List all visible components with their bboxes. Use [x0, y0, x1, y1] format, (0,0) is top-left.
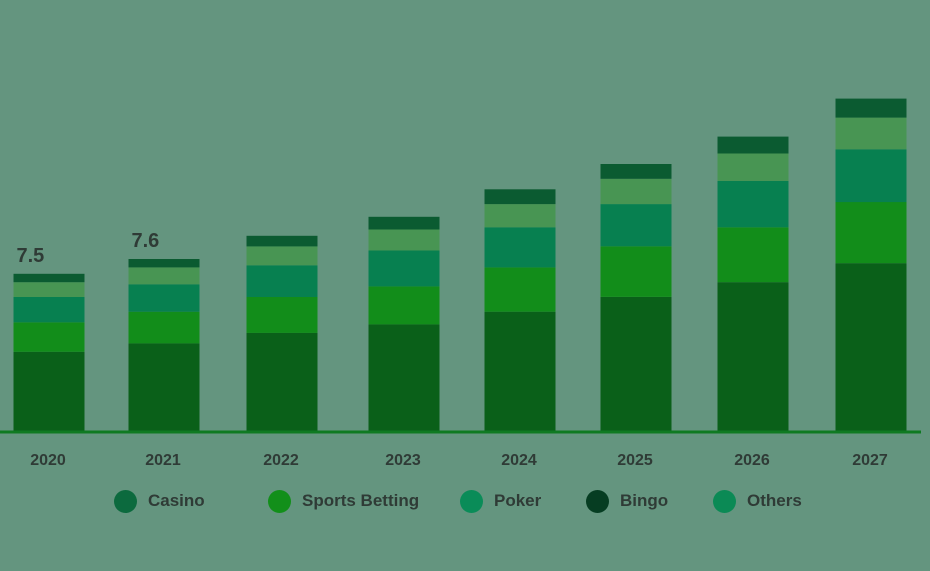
bar-segment-poker-2027 [835, 149, 907, 203]
x-tick-label-2023: 2023 [385, 452, 421, 469]
x-tick-label-2022: 2022 [263, 452, 299, 469]
bar-segment-casino-2023 [368, 324, 440, 432]
x-tick-label-2024: 2024 [501, 452, 537, 469]
bar-segment-poker-2021 [128, 284, 200, 312]
bar-segment-others-2022 [246, 246, 318, 266]
legend-item-sports-betting[interactable]: Sports Betting [268, 485, 419, 517]
legend-item-bingo[interactable]: Bingo [586, 485, 668, 517]
legend-label-poker: Poker [494, 491, 542, 510]
bar-segment-bingo-2027 [835, 98, 907, 118]
legend-swatch-bingo [586, 489, 609, 513]
bar-segment-others-2026 [717, 153, 789, 181]
bar-segment-others-2025 [600, 178, 672, 205]
bar-segment-casino-2021 [128, 343, 200, 432]
bar-segment-sports-betting-2024 [484, 267, 556, 312]
bar-segment-casino-2022 [246, 332, 318, 432]
bar-segment-bingo-2022 [246, 235, 318, 247]
legend-swatch-sports-betting [268, 489, 291, 513]
bar-segment-casino-2026 [717, 282, 789, 432]
bar-segment-bingo-2020 [13, 273, 85, 283]
bar-segment-others-2023 [368, 229, 440, 251]
bar-segment-others-2027 [835, 117, 907, 150]
bar-segment-sports-betting-2022 [246, 297, 318, 333]
legend-label-sports-betting: Sports Betting [302, 491, 420, 510]
legend-label-casino: Casino [148, 491, 205, 510]
bar-segment-sports-betting-2025 [600, 246, 672, 297]
legend-swatch-casino [114, 489, 137, 513]
legend-swatch-others [713, 489, 736, 513]
labels-layer: 2020 7.5 2021 7.6 2022 2023 2024 2025 2026 2027 [17, 230, 888, 469]
bar-segment-poker-2026 [717, 180, 789, 228]
bar-segment-sports-betting-2023 [368, 286, 440, 325]
x-tick-label-2025: 2025 [617, 452, 653, 469]
bar-segment-others-2020 [13, 282, 85, 297]
bar-segment-sports-betting-2026 [717, 227, 789, 283]
data-label-2021: 7.6 [132, 230, 160, 252]
bar-segment-bingo-2021 [128, 259, 200, 268]
bar-segment-bingo-2025 [600, 164, 672, 179]
bar-segment-poker-2020 [13, 297, 85, 323]
legend-label-bingo: Bingo [620, 491, 669, 510]
legend-item-poker[interactable]: Poker [460, 485, 541, 517]
bar-segment-casino-2020 [13, 351, 85, 432]
x-tick-label-2026: 2026 [734, 452, 770, 469]
legend-label-others: Others [747, 491, 802, 510]
bar-segment-sports-betting-2020 [13, 322, 85, 352]
data-label-2020: 7.5 [17, 245, 45, 267]
bar-segment-poker-2024 [484, 227, 556, 268]
x-tick-label-2027: 2027 [852, 452, 888, 469]
bar-segment-poker-2022 [246, 265, 318, 297]
bar-segment-sports-betting-2027 [835, 202, 907, 264]
bar-segment-sports-betting-2021 [128, 311, 200, 344]
bar-segment-others-2024 [484, 204, 556, 228]
bar-segment-bingo-2026 [717, 136, 789, 154]
bar-segment-poker-2025 [600, 204, 672, 247]
legend-swatch-poker [460, 489, 483, 513]
bars-layer [13, 98, 907, 432]
legend-item-others[interactable]: Others [713, 485, 802, 517]
chart-legend: Casino Sports Betting Poker Bingo Others [0, 485, 930, 517]
x-tick-label-2021: 2021 [145, 452, 181, 469]
bar-segment-casino-2027 [835, 263, 907, 432]
x-tick-label-2020: 2020 [30, 452, 66, 469]
bar-segment-casino-2024 [484, 311, 556, 432]
bar-segment-bingo-2024 [484, 189, 556, 205]
bar-segment-casino-2025 [600, 297, 672, 432]
bar-segment-others-2021 [128, 267, 200, 285]
bar-segment-poker-2023 [368, 250, 440, 287]
bar-segment-bingo-2023 [368, 216, 440, 230]
legend-item-casino[interactable]: Casino [114, 485, 205, 517]
